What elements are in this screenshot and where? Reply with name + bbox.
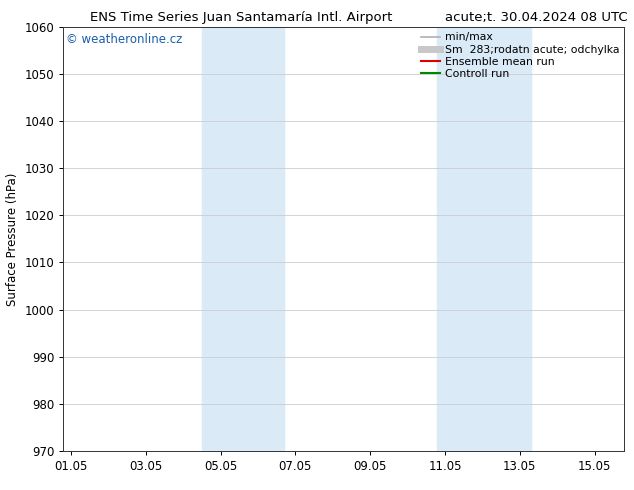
Legend: min/max, Sm  283;rodatn acute; odchylka, Ensemble mean run, Controll run: min/max, Sm 283;rodatn acute; odchylka, …	[418, 29, 623, 82]
Bar	[202, 27, 284, 451]
Y-axis label: Surface Pressure (hPa): Surface Pressure (hPa)	[6, 172, 19, 306]
Text: © weatheronline.cz: © weatheronline.cz	[66, 33, 183, 47]
Text: ENS Time Series Juan Santamaría Intl. Airport: ENS Time Series Juan Santamaría Intl. Ai…	[90, 11, 392, 24]
Text: acute;t. 30.04.2024 08 UTC: acute;t. 30.04.2024 08 UTC	[445, 11, 628, 24]
Bar	[437, 27, 531, 451]
